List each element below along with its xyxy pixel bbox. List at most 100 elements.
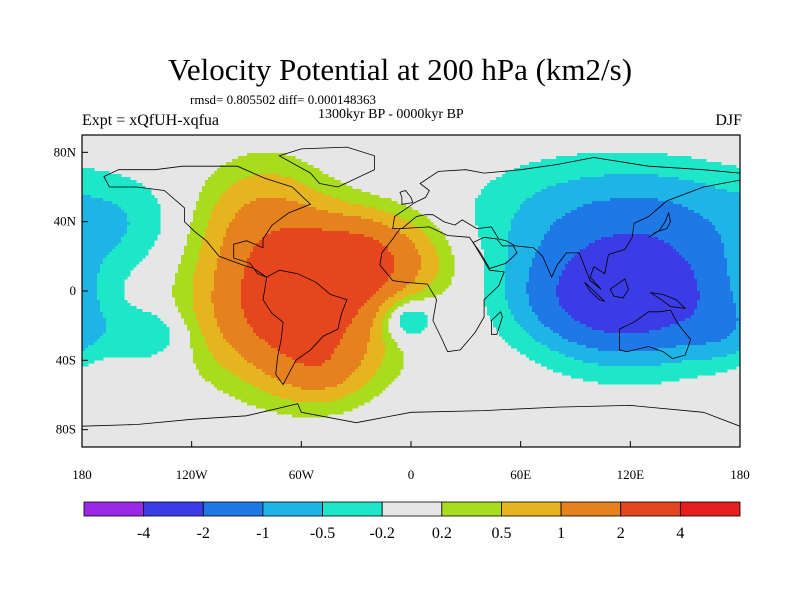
contour-cell xyxy=(577,342,707,346)
contour-cell xyxy=(436,273,455,277)
contour-cell xyxy=(736,351,740,355)
contour-cell xyxy=(229,186,311,190)
contour-cell xyxy=(268,342,341,346)
contour-cell xyxy=(532,261,569,265)
contour-cell xyxy=(82,339,98,343)
contour-cell xyxy=(505,297,530,301)
contour-cell xyxy=(673,246,725,250)
contour-cell xyxy=(172,294,194,298)
contour-cell xyxy=(82,216,128,220)
contour-cell xyxy=(217,324,251,328)
contour-cell xyxy=(238,210,329,214)
contour-cell xyxy=(214,306,242,310)
contour-cell xyxy=(217,258,248,262)
contour-cell xyxy=(361,306,380,310)
contour-cell xyxy=(685,258,728,262)
contour-cell xyxy=(514,168,740,172)
contour-cell xyxy=(529,267,566,271)
contour-cell xyxy=(100,303,131,307)
x-tick-label: 180 xyxy=(730,467,750,482)
contour-cell xyxy=(391,252,419,256)
contour-cell xyxy=(358,312,377,316)
contour-cell xyxy=(226,339,266,343)
contour-cell xyxy=(265,390,356,394)
contour-cell xyxy=(658,348,740,352)
contour-cell xyxy=(349,231,401,235)
contour-cell xyxy=(232,159,302,163)
contour-cell xyxy=(589,243,671,247)
contour-cell xyxy=(181,255,200,259)
contour-cell xyxy=(214,282,242,286)
contour-cell xyxy=(127,225,161,229)
contour-cell xyxy=(199,255,221,259)
contour-cell xyxy=(241,354,287,358)
contour-cell xyxy=(199,321,218,325)
x-tick-label: 120E xyxy=(617,467,645,482)
contour-cell xyxy=(715,225,740,229)
contour-cell xyxy=(526,288,557,292)
contour-cell xyxy=(82,309,101,313)
y-tick-label: 80N xyxy=(54,144,77,159)
contour-cell xyxy=(724,255,740,259)
contour-cell xyxy=(373,321,383,325)
contour-cell xyxy=(292,399,335,403)
contour-cell xyxy=(721,234,740,238)
contour-cell xyxy=(397,300,410,304)
contour-cell xyxy=(694,309,737,313)
contour-cell xyxy=(730,279,740,283)
contour-cell xyxy=(121,240,155,244)
contour-cell xyxy=(382,330,389,334)
contour-cell xyxy=(559,333,731,337)
contour-cell xyxy=(439,264,455,268)
contour-cell xyxy=(490,180,569,184)
contour-cell xyxy=(553,330,605,334)
contour-cell xyxy=(385,345,398,349)
contour-cell xyxy=(400,318,428,322)
contour-cell xyxy=(229,222,383,226)
contour-cell xyxy=(187,327,200,331)
contour-cell xyxy=(82,261,104,265)
contour-cell xyxy=(97,297,125,301)
contour-cell xyxy=(82,228,128,232)
contour-cell xyxy=(484,276,506,280)
colorbar-swatch xyxy=(202,501,264,517)
contour-cell xyxy=(97,273,131,277)
contour-cell xyxy=(550,225,716,229)
contour-cell xyxy=(232,183,305,187)
contour-cell xyxy=(367,381,392,385)
colorbar-label: -4 xyxy=(137,525,150,542)
contour-cell xyxy=(247,321,353,325)
contour-cell xyxy=(574,357,713,361)
contour-cell xyxy=(295,360,326,364)
contour-cell xyxy=(508,243,542,247)
contour-cell xyxy=(559,297,701,301)
contour-cell xyxy=(82,306,101,310)
contour-cell xyxy=(736,306,740,310)
contour-cell xyxy=(541,240,596,244)
contour-cell xyxy=(82,357,104,361)
y-tick-label: 40N xyxy=(54,214,77,229)
contour-cell xyxy=(529,297,560,301)
contour-cell xyxy=(355,315,377,319)
contour-cell xyxy=(475,222,512,226)
contour-cell xyxy=(658,237,722,241)
contour-cell xyxy=(514,315,539,319)
contour-cell xyxy=(118,243,155,247)
contour-cell xyxy=(241,207,317,211)
contour-cell xyxy=(373,294,395,298)
contour-cell xyxy=(385,300,398,304)
contour-cell xyxy=(478,225,512,229)
contour-cell xyxy=(262,369,356,373)
contour-cell xyxy=(211,174,254,178)
contour-cell xyxy=(82,276,98,280)
contour-cell xyxy=(367,351,386,355)
contour-cell xyxy=(505,294,530,298)
contour-cell xyxy=(415,276,437,280)
contour-cell xyxy=(415,246,437,250)
contour-cell xyxy=(508,255,536,259)
contour-cell xyxy=(316,207,377,211)
contour-cell xyxy=(517,321,542,325)
contour-cell xyxy=(505,264,533,268)
contour-cell xyxy=(97,291,125,295)
contour-cell xyxy=(388,246,416,250)
